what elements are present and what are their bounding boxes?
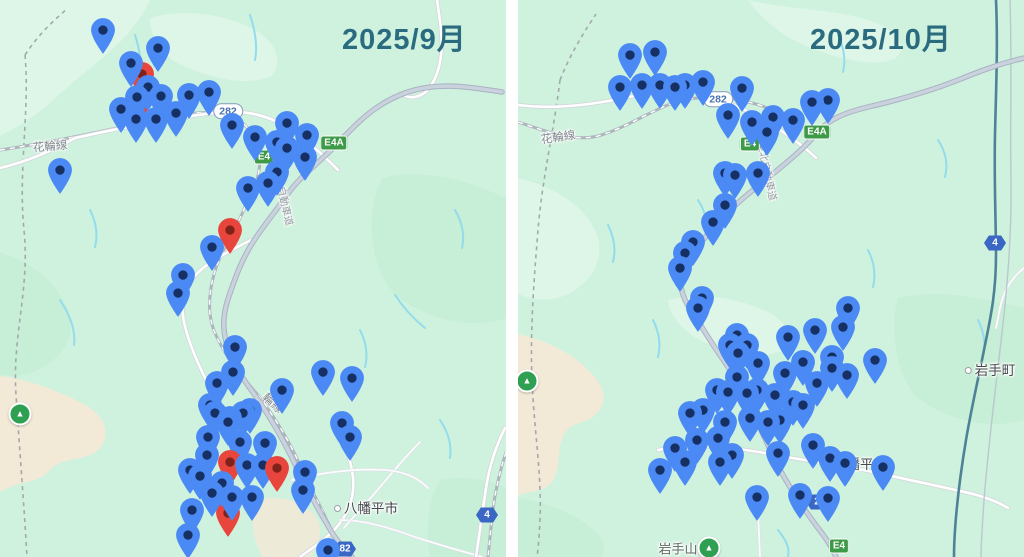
map-pin-blue[interactable] [677, 401, 703, 437]
map-pin-blue[interactable] [629, 73, 655, 109]
map-pin-blue[interactable] [715, 103, 741, 139]
admin-boundary [530, 13, 597, 557]
map-pin-blue[interactable] [870, 455, 896, 491]
place-dot [334, 505, 341, 512]
map-pin-blue[interactable] [163, 101, 189, 137]
map-pin-blue[interactable] [787, 483, 813, 519]
map-pin-blue[interactable] [165, 281, 191, 317]
place-dot [964, 367, 972, 374]
route-shield-E4A: E4A [803, 124, 831, 140]
map-pin-blue[interactable] [707, 450, 733, 486]
map-pin-blue[interactable] [834, 363, 860, 399]
map-title-october: 2025/10月 [810, 24, 952, 56]
map-pin-blue[interactable] [744, 485, 770, 521]
map-image-october: 花輪線東北自動車道八幡平市岩手町岩手山282E4E4AE442▲▲ 2025/1… [518, 0, 1024, 557]
map-pin-blue[interactable] [745, 351, 771, 387]
map-label-city: 岩手町 [964, 359, 1015, 379]
map-pin-blue[interactable] [242, 125, 268, 161]
map-pin-blue[interactable] [310, 360, 336, 396]
map-pin-blue[interactable] [815, 486, 841, 522]
mountain-icon: ▲ [8, 402, 32, 426]
map-label-mtn: 岩手山 [658, 541, 698, 557]
map-pin-blue[interactable] [790, 393, 816, 429]
map-label-city: 八幡平市 [334, 497, 398, 517]
map-pin-blue[interactable] [118, 51, 144, 87]
map-pin-red[interactable] [264, 456, 290, 492]
map-pin-blue[interactable] [219, 485, 245, 521]
map-pin-blue[interactable] [817, 446, 843, 482]
map-pin-blue[interactable] [90, 18, 116, 54]
map-pin-blue[interactable] [337, 425, 363, 461]
map-pin-blue[interactable] [737, 406, 763, 442]
route-shield-4: 4 [984, 235, 1006, 251]
map-pin-blue[interactable] [239, 485, 265, 521]
map-pin-blue[interactable] [123, 107, 149, 143]
map-pin-blue[interactable] [196, 80, 222, 116]
route-shield-282: 282 [703, 91, 733, 107]
map-pin-blue[interactable] [647, 458, 673, 494]
map-pin-blue[interactable] [722, 163, 748, 199]
route-shield-4: 4 [476, 507, 498, 523]
map-pin-blue[interactable] [780, 108, 806, 144]
map-pin-blue[interactable] [690, 70, 716, 106]
map-pin-blue[interactable] [607, 75, 633, 111]
map-pin-blue[interactable] [672, 450, 698, 486]
map-pin-blue[interactable] [315, 538, 341, 557]
map-pin-blue[interactable] [47, 158, 73, 194]
route-shield-E4A: E4A [320, 135, 348, 151]
map-pin-blue[interactable] [339, 366, 365, 402]
map-pin-blue[interactable] [219, 113, 245, 149]
map-pin-blue[interactable] [832, 451, 858, 487]
map-pin-blue[interactable] [255, 171, 281, 207]
route-shield-E4: E4 [828, 538, 850, 554]
map-pin-blue[interactable] [862, 348, 888, 384]
map-pin-blue[interactable] [700, 210, 726, 246]
map-pin-blue[interactable] [765, 441, 791, 477]
map-pin-red[interactable] [217, 218, 243, 254]
admin-boundary [14, 7, 69, 557]
map-pin-blue[interactable] [617, 43, 643, 79]
map-pin-blue[interactable] [290, 478, 316, 514]
map-pin-blue[interactable] [775, 325, 801, 361]
map-pin-blue[interactable] [269, 378, 295, 414]
map-title-september: 2025/9月 [342, 24, 467, 56]
map-image-september: 花輪線 輪線 東北自動車道 八幡平市 282 E4 E4A 4 82 ▲ 2025/9月 [0, 0, 506, 557]
map-pin-blue[interactable] [235, 176, 261, 212]
terrain-patches [518, 0, 1024, 557]
map-pin-blue[interactable] [199, 235, 225, 271]
map-pin-blue[interactable] [292, 145, 318, 181]
mountain-icon: ▲ [697, 536, 721, 557]
map-pin-blue[interactable] [642, 40, 668, 76]
map-base-october [518, 0, 1024, 557]
map-pin-blue[interactable] [830, 315, 856, 351]
map-pin-blue[interactable] [143, 107, 169, 143]
map-pin-blue[interactable] [729, 76, 755, 112]
map-pin-blue[interactable] [175, 523, 201, 557]
mountain-icon: ▲ [518, 369, 539, 393]
map-pin-blue[interactable] [754, 120, 780, 156]
map-pin-blue[interactable] [802, 318, 828, 354]
map-pin-blue[interactable] [667, 256, 693, 292]
pins-layer [0, 0, 506, 557]
map-pin-blue[interactable] [745, 161, 771, 197]
map-pin-blue[interactable] [199, 481, 225, 517]
pins-layer [518, 0, 1024, 557]
map-pin-blue[interactable] [715, 380, 741, 416]
map-pin-blue[interactable] [685, 296, 711, 332]
map-pin-blue[interactable] [662, 75, 688, 111]
map-pin-blue[interactable] [755, 410, 781, 446]
map-pin-blue[interactable] [145, 36, 171, 72]
map-pin-blue[interactable] [799, 90, 825, 126]
